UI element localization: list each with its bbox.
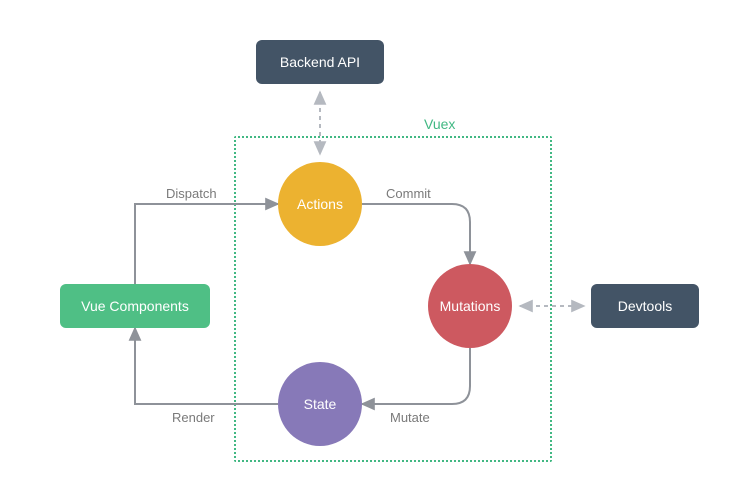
backend-api-label: Backend API — [280, 54, 360, 70]
render-label: Render — [172, 410, 215, 425]
devtools-node: Devtools — [591, 284, 699, 328]
mutations-label: Mutations — [440, 298, 501, 314]
mutations-node: Mutations — [428, 264, 512, 348]
components-node: Vue Components — [60, 284, 210, 328]
actions-label: Actions — [297, 196, 343, 212]
commit-label: Commit — [386, 186, 431, 201]
actions-node: Actions — [278, 162, 362, 246]
state-node: State — [278, 362, 362, 446]
state-label: State — [304, 396, 337, 412]
vuex-title: Vuex — [424, 116, 455, 132]
mutate-label: Mutate — [390, 410, 430, 425]
backend-api-node: Backend API — [256, 40, 384, 84]
components-label: Vue Components — [81, 298, 189, 314]
devtools-label: Devtools — [618, 298, 672, 314]
dispatch-label: Dispatch — [166, 186, 217, 201]
